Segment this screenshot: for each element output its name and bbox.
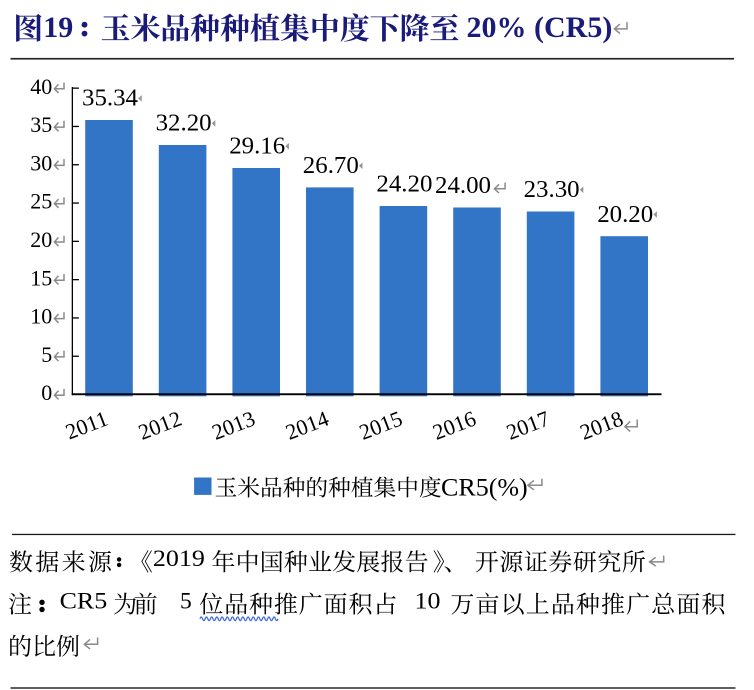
svg-text:2011: 2011 [62, 406, 111, 445]
svg-text:2014: 2014 [282, 406, 332, 445]
svg-text:5: 5 [41, 342, 52, 367]
svg-text:23.30: 23.30 [524, 177, 580, 203]
svg-text:20% (CR5): 20% (CR5) [467, 11, 613, 44]
svg-text:2012: 2012 [135, 406, 185, 445]
svg-text:24.20: 24.20 [376, 172, 432, 198]
svg-text:25: 25 [30, 189, 52, 214]
svg-text:CR5(%): CR5(%) [441, 475, 528, 502]
svg-text:35.34: 35.34 [82, 86, 138, 112]
svg-text:29.16: 29.16 [229, 134, 285, 160]
svg-text:32.20: 32.20 [156, 111, 212, 137]
svg-text:5: 5 [180, 588, 192, 614]
svg-text:26.70: 26.70 [303, 153, 359, 179]
svg-text:20: 20 [30, 227, 52, 252]
svg-text:0: 0 [41, 380, 52, 405]
svg-text:19: 19 [43, 11, 73, 44]
svg-text:2017: 2017 [503, 406, 553, 445]
svg-text:CR5: CR5 [60, 588, 108, 614]
svg-text:2016: 2016 [429, 406, 479, 445]
svg-text:10: 10 [30, 304, 52, 329]
svg-text:30: 30 [30, 150, 52, 175]
svg-text:15: 15 [30, 265, 52, 290]
svg-text:24.00: 24.00 [435, 173, 491, 199]
svg-text:40: 40 [30, 74, 52, 99]
svg-text:2019: 2019 [153, 546, 205, 572]
svg-text:35: 35 [30, 112, 52, 137]
svg-text:2013: 2013 [208, 406, 258, 445]
svg-text:10: 10 [415, 588, 441, 614]
svg-text:2015: 2015 [356, 406, 406, 445]
svg-text:20.20: 20.20 [597, 202, 653, 228]
svg-text:2018: 2018 [576, 406, 626, 445]
